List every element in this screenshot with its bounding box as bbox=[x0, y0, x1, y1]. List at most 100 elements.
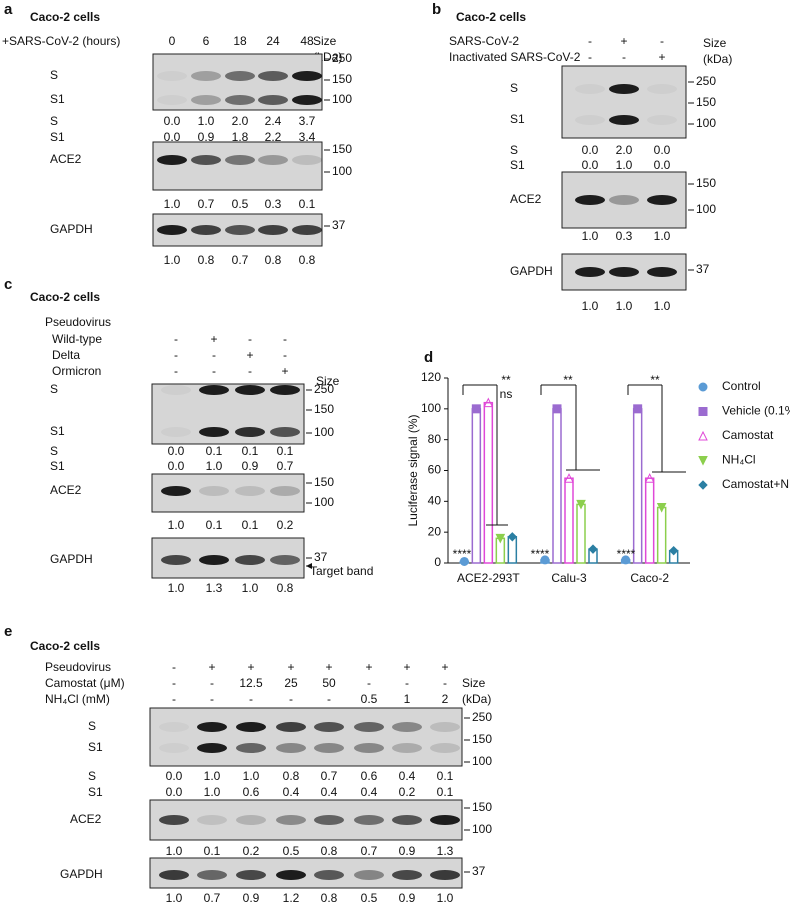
quant-label: S1 bbox=[510, 158, 525, 172]
significance: ** bbox=[650, 373, 660, 387]
lane-label: + bbox=[403, 660, 410, 674]
quant-value: 1.0 bbox=[166, 844, 183, 858]
size-marker: 150 bbox=[696, 95, 716, 109]
bar-point bbox=[564, 473, 574, 483]
quant-value: 1.0 bbox=[654, 299, 671, 313]
lane-label: 50 bbox=[322, 676, 336, 690]
size-label: (kDa) bbox=[703, 52, 732, 66]
quant-value: 0.1 bbox=[437, 769, 454, 783]
band bbox=[314, 815, 344, 825]
condition-name: +SARS-CoV-2 (hours) bbox=[2, 34, 120, 48]
quant-value: 0.7 bbox=[204, 891, 221, 905]
band bbox=[161, 427, 191, 437]
lane-label: - bbox=[249, 692, 253, 706]
blot-row-label: GAPDH bbox=[510, 264, 553, 278]
band bbox=[314, 722, 344, 732]
quant-value: 3.7 bbox=[299, 114, 316, 128]
panel-label: b bbox=[432, 1, 441, 18]
quant-value: 0.7 bbox=[321, 769, 338, 783]
legend-label: Vehicle (0.1% DMSO) bbox=[722, 404, 790, 418]
bar-point bbox=[495, 533, 506, 544]
blot-row-label: ACE2 bbox=[510, 192, 542, 206]
quant-value: 0.0 bbox=[166, 769, 183, 783]
quant-value: 0.9 bbox=[243, 891, 260, 905]
quant-value: 1.3 bbox=[206, 581, 223, 595]
lane-label: - bbox=[283, 348, 287, 362]
quant-value: 0.8 bbox=[283, 769, 300, 783]
quant-value: 0.8 bbox=[321, 891, 338, 905]
quant-value: 2.0 bbox=[616, 143, 633, 157]
band bbox=[292, 95, 322, 105]
quant-value: 0.1 bbox=[242, 518, 259, 532]
lane-label: - bbox=[588, 34, 592, 48]
quant-value: 1.0 bbox=[164, 197, 181, 211]
band bbox=[235, 486, 265, 496]
blot-row-label: S1 bbox=[50, 424, 65, 438]
band bbox=[609, 195, 639, 205]
lane-label: - bbox=[212, 364, 216, 378]
quant-value: 1.0 bbox=[243, 769, 260, 783]
band bbox=[292, 225, 322, 235]
band bbox=[161, 555, 191, 565]
blot-row-label: S bbox=[50, 382, 58, 396]
band bbox=[354, 870, 384, 880]
quant-value: 1.8 bbox=[232, 130, 249, 144]
quant-value: 0.6 bbox=[243, 785, 260, 799]
bar-point bbox=[552, 404, 562, 414]
band bbox=[159, 722, 189, 732]
quant-value: 0.0 bbox=[654, 143, 671, 157]
band bbox=[157, 155, 187, 165]
quant-value: 0.5 bbox=[283, 844, 300, 858]
lane-label: + bbox=[287, 660, 294, 674]
bar bbox=[644, 477, 655, 564]
condition-name: Pseudovirus bbox=[45, 660, 111, 674]
quant-value: 0.8 bbox=[299, 253, 316, 267]
band bbox=[236, 870, 266, 880]
bar-point bbox=[621, 555, 631, 565]
blot-row-label: GAPDH bbox=[50, 552, 93, 566]
size-label: Size bbox=[703, 36, 727, 50]
size-marker: 150 bbox=[332, 72, 352, 86]
bar-point bbox=[483, 397, 494, 408]
bar bbox=[471, 408, 482, 564]
band bbox=[157, 71, 187, 81]
bar bbox=[483, 401, 494, 564]
size-marker: 150 bbox=[472, 800, 492, 814]
size-marker: 250 bbox=[696, 74, 716, 88]
blot-image bbox=[149, 707, 463, 767]
quant-value: 1.0 bbox=[206, 459, 223, 473]
quant-value: 0.1 bbox=[204, 844, 221, 858]
lane-label: + bbox=[208, 660, 215, 674]
size-marker: 37 bbox=[332, 218, 346, 232]
band bbox=[430, 815, 460, 825]
lane-label: - bbox=[174, 332, 178, 346]
lane-label: 25 bbox=[284, 676, 298, 690]
panel-title: Caco-2 cells bbox=[30, 639, 100, 653]
quant-value: 0.9 bbox=[242, 459, 259, 473]
bar bbox=[552, 408, 562, 564]
legend-marker bbox=[698, 480, 708, 490]
band bbox=[191, 95, 221, 105]
band bbox=[161, 486, 191, 496]
significance: ** bbox=[563, 373, 573, 387]
band bbox=[199, 385, 229, 395]
lane-label: + bbox=[620, 34, 627, 48]
band bbox=[354, 815, 384, 825]
lane-label: - bbox=[174, 348, 178, 362]
y-tick-label: 20 bbox=[428, 524, 442, 538]
quant-label: S bbox=[50, 444, 58, 458]
quant-value: 0.0 bbox=[164, 114, 181, 128]
size-marker: 150 bbox=[314, 475, 334, 489]
band bbox=[191, 71, 221, 81]
band bbox=[270, 385, 300, 395]
band bbox=[191, 225, 221, 235]
size-marker: 37 bbox=[472, 864, 486, 878]
size-marker: 100 bbox=[332, 92, 352, 106]
lane-label: - bbox=[443, 676, 447, 690]
band bbox=[430, 870, 460, 880]
blot-row-label: S1 bbox=[50, 92, 65, 106]
lane-label: - bbox=[172, 660, 176, 674]
band bbox=[354, 722, 384, 732]
lane-label: - bbox=[172, 676, 176, 690]
quant-value: 0.5 bbox=[361, 891, 378, 905]
